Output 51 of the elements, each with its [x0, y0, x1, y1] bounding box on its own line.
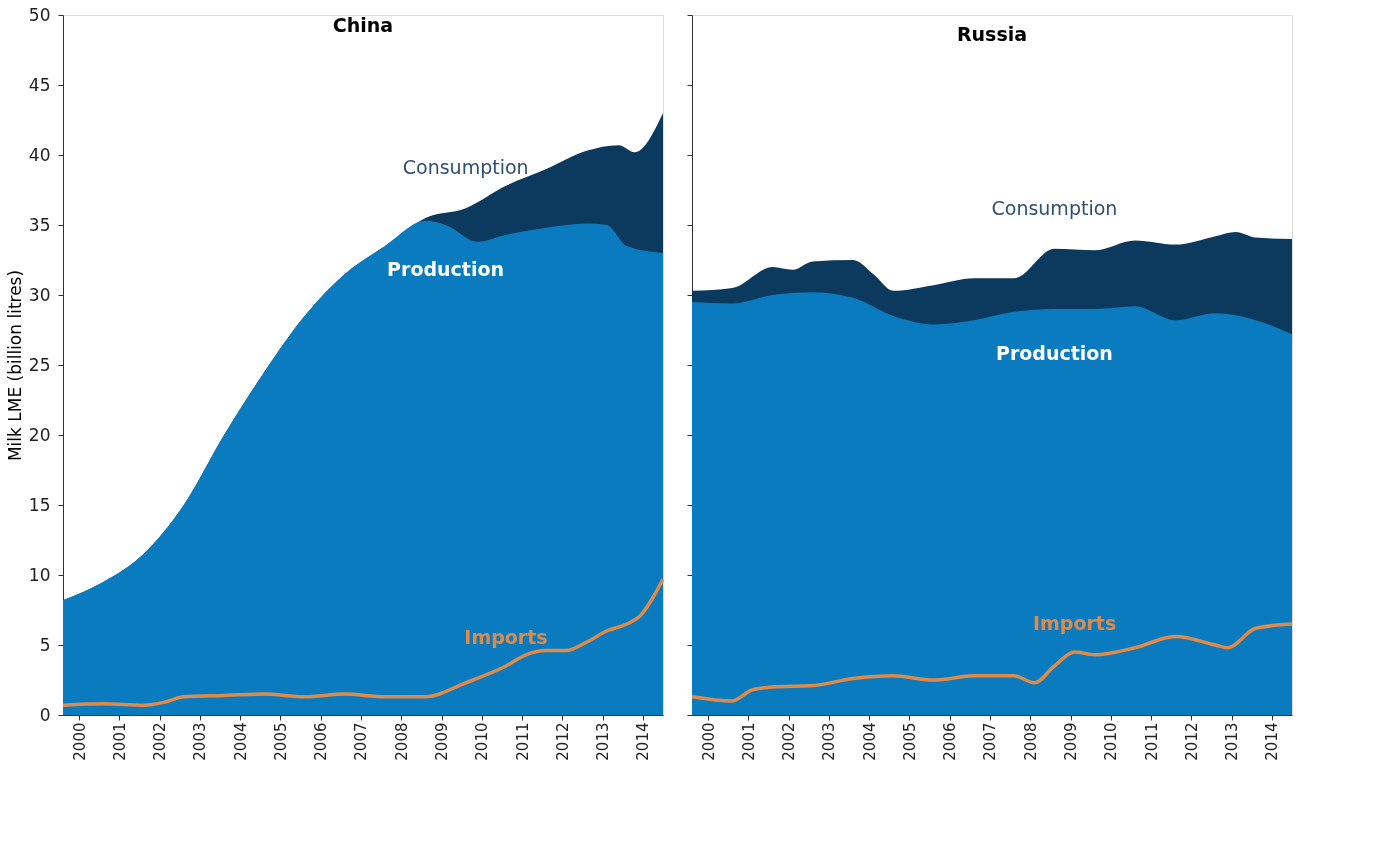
x-tick-label: 2012: [553, 722, 572, 761]
series-label: Consumption: [991, 196, 1118, 219]
y-tick-label: 10: [28, 564, 51, 585]
series-label: Production: [995, 342, 1113, 364]
y-tick-label: 45: [28, 74, 51, 95]
series-label: Consumption: [402, 156, 529, 179]
x-tick-label: 2010: [1102, 722, 1121, 761]
x-tick-label: 2013: [1223, 722, 1242, 761]
x-tick-label: 2004: [231, 722, 250, 761]
y-tick-label: 15: [28, 494, 51, 515]
y-tick-label: 30: [28, 284, 51, 305]
x-tick-label: 2005: [271, 722, 290, 761]
chart-title: Russia: [956, 22, 1028, 45]
series-label: Imports: [1032, 612, 1117, 634]
x-tick-label: 2002: [780, 722, 799, 761]
x-tick-label: 2014: [634, 722, 653, 761]
x-tick-label: 2012: [1182, 722, 1201, 761]
y-tick-label: 40: [28, 144, 51, 165]
series-label: Imports: [464, 626, 548, 648]
x-tick-label: 2003: [820, 722, 839, 761]
x-tick-label: 2006: [312, 722, 331, 761]
y-axis-title: Milk LME (billion litres): [4, 269, 25, 462]
x-tick-label: 2003: [191, 722, 210, 761]
chart-title: China: [332, 14, 394, 36]
x-tick-label: 2009: [1062, 722, 1081, 761]
x-tick-label: 2011: [513, 722, 532, 761]
x-tick-label: 2005: [900, 722, 919, 761]
y-tick-label: 50: [28, 4, 51, 25]
x-tick-label: 2008: [392, 722, 411, 761]
y-tick-label: 25: [28, 354, 51, 375]
x-tick-label: 2000: [699, 722, 718, 761]
x-tick-label: 2010: [473, 722, 492, 761]
x-tick-label: 2011: [1142, 722, 1161, 761]
x-tick-label: 2001: [739, 722, 758, 761]
x-tick-label: 2000: [70, 722, 89, 761]
line-series: [61, 577, 665, 707]
y-tick-label: 20: [28, 424, 51, 445]
y-tick-label: 0: [39, 704, 51, 725]
series-label: Production: [387, 258, 505, 280]
y-tick-label: 5: [39, 634, 51, 655]
x-tick-label: 2007: [981, 722, 1000, 761]
x-tick-label: 2007: [352, 722, 371, 761]
x-tick-label: 2009: [433, 722, 452, 761]
x-tick-label: 2001: [110, 722, 129, 761]
x-tick-label: 2014: [1263, 722, 1282, 761]
x-tick-label: 2002: [151, 722, 170, 761]
x-tick-label: 2006: [941, 722, 960, 761]
y-tick-label: 35: [28, 214, 51, 235]
x-tick-label: 2013: [594, 722, 613, 761]
x-tick-label: 2004: [860, 722, 879, 761]
x-tick-label: 2008: [1021, 722, 1040, 761]
